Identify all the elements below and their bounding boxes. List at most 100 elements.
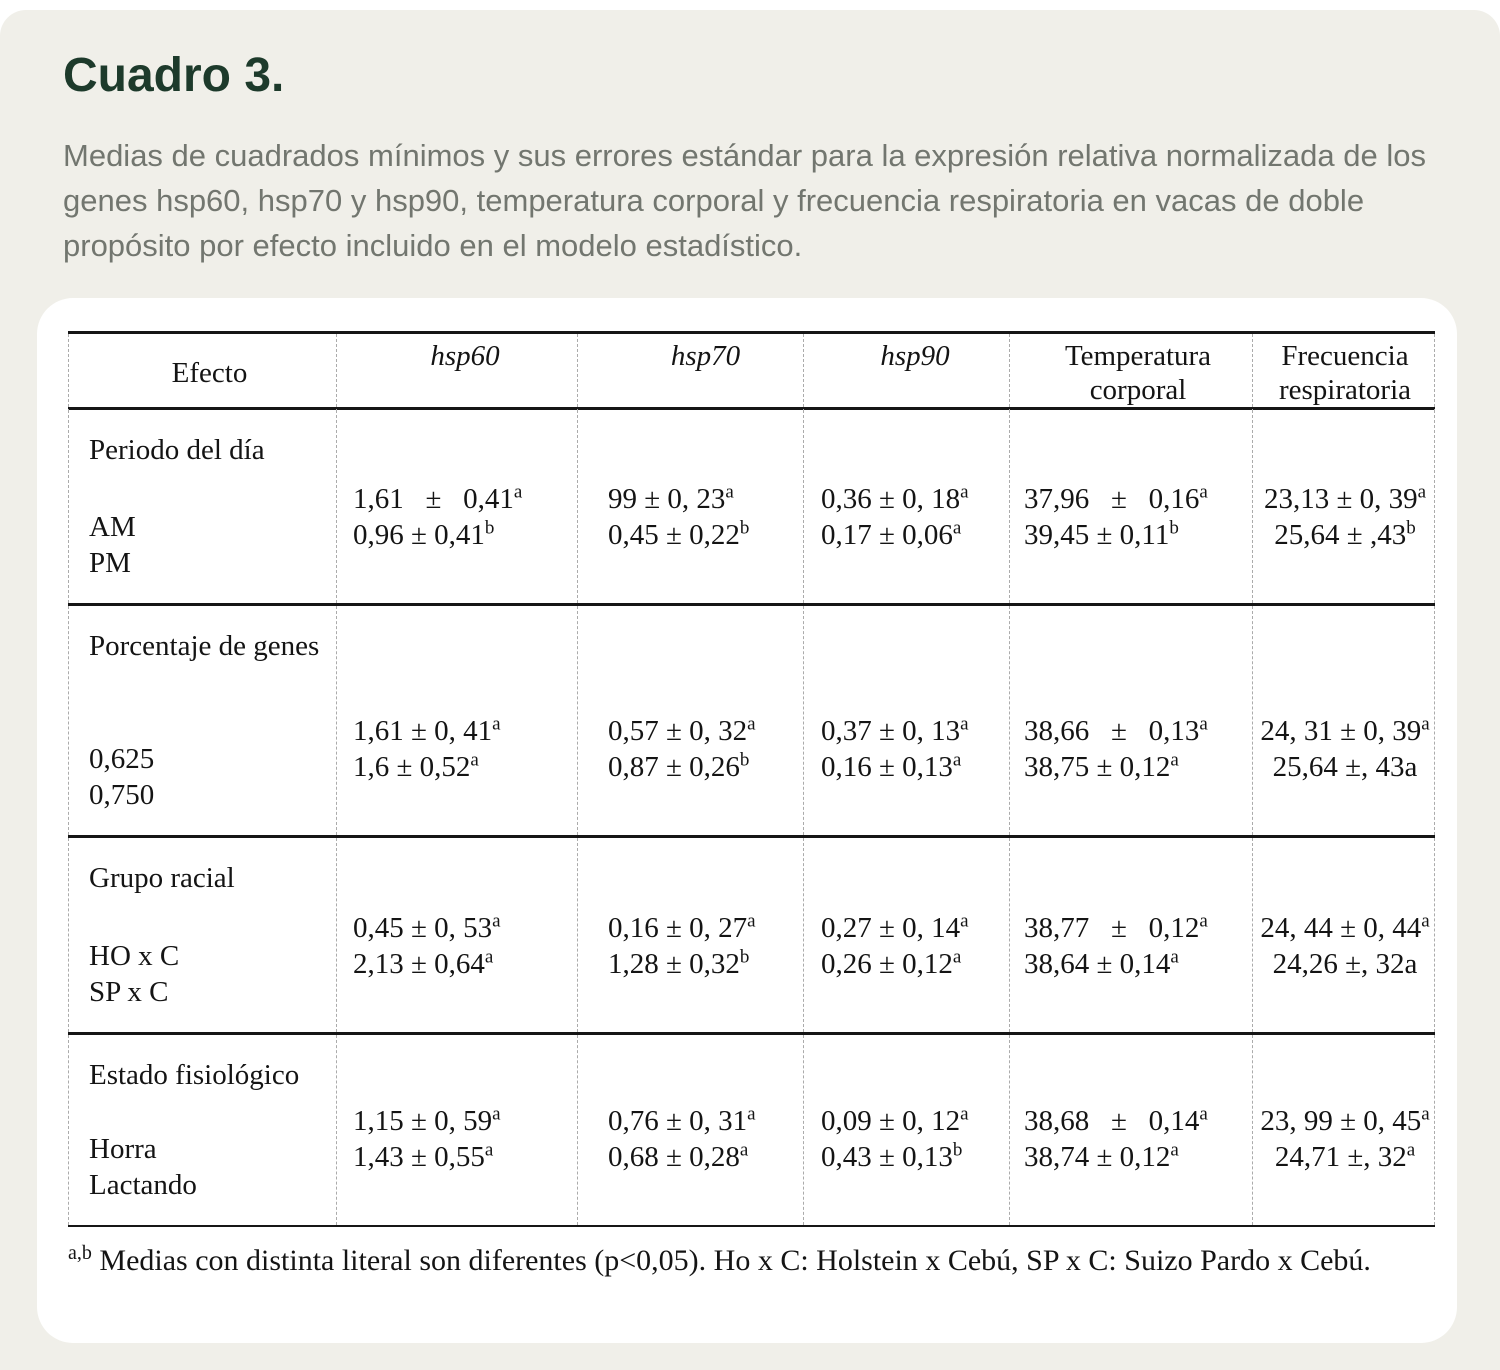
superscript: a: [1170, 1139, 1179, 1161]
superscript: a: [1406, 1139, 1416, 1161]
value-cell: 0,37 ± 0, 13a 0,16 ± 0,13a: [803, 606, 1009, 835]
effect-cell: Porcentaje de genes 0,625 0,750: [68, 606, 336, 835]
value: 1,61 ± 0, 41a: [353, 713, 501, 747]
superscript: a: [1199, 713, 1208, 735]
value: 1,28 ± 0,32b: [608, 946, 750, 980]
superscript: a: [1199, 910, 1208, 932]
superscript: b: [1406, 517, 1416, 539]
value: 1,61 ± 0,41a: [353, 481, 523, 515]
value: 0,36 ± 0, 18a: [821, 481, 969, 515]
table-section-row: Grupo racial HO x C SP x C 0,45 ± 0, 53a 2,1…: [68, 838, 1435, 1035]
effect-cell: Grupo racial HO x C SP x C: [68, 838, 336, 1032]
superscript: a: [484, 1139, 494, 1161]
superscript: a: [492, 910, 501, 932]
table-footnote: a,b Medias con distinta literal son dife…: [68, 1239, 1408, 1282]
section-title: Periodo del día: [89, 434, 265, 466]
effect-cell: Estado fisiológico Horra Lactando: [68, 1035, 336, 1225]
value: 37,96 ± 0,16a: [1024, 481, 1208, 515]
value-cell: 0,45 ± 0, 53a 2,13 ± 0,64a: [336, 838, 577, 1032]
superscript: a: [1199, 1103, 1208, 1125]
value: 38,74 ± 0,12a: [1024, 1139, 1179, 1173]
superscript: a: [747, 713, 756, 735]
value-cell: 0,76 ± 0, 31a 0,68 ± 0,28a: [577, 1035, 803, 1225]
column-header: hsp90: [803, 334, 1009, 412]
column-header: hsp70: [577, 334, 803, 412]
value: 0,76 ± 0, 31a: [608, 1103, 756, 1137]
row-label: Lactando: [89, 1169, 197, 1201]
superscript: a: [960, 910, 969, 932]
value-cell: 0,16 ± 0, 27a 1,28 ± 0,32b: [577, 838, 803, 1032]
superscript: a: [1170, 946, 1179, 968]
superscript: a: [1170, 749, 1179, 771]
value: 25,64 ± ,43b: [1274, 517, 1416, 551]
value: 0,16 ± 0,13a: [821, 749, 962, 783]
value-cell: 0,27 ± 0, 14a 0,26 ± 0,12a: [803, 838, 1009, 1032]
value: 0,16 ± 0, 27a: [608, 910, 756, 944]
section-title: Porcentaje de genes: [89, 630, 320, 662]
superscript: a: [960, 713, 969, 735]
table-wrapper: Efecto hsp60 hsp70 hsp90 Temperatura corpora…: [37, 298, 1457, 1227]
value-cell: 1,61 ± 0,41a 0,96 ± 0,41b: [336, 410, 577, 603]
row-label: HO x C: [89, 940, 180, 972]
superscript: a: [492, 713, 501, 735]
row-label: PM: [89, 547, 131, 579]
value: 38,64 ± 0,14a: [1024, 946, 1179, 980]
superscript: a: [747, 910, 756, 932]
row-label: 0,750: [89, 779, 155, 811]
row-label: SP x C: [89, 976, 169, 1008]
superscript: b: [739, 517, 750, 539]
section-title: Grupo racial: [89, 862, 235, 894]
value-cell: 38,68 ± 0,14a 38,74 ± 0,12a: [1009, 1035, 1252, 1225]
value-cell: 37,96 ± 0,16a 39,45 ± 0,11b: [1009, 410, 1252, 603]
value-cell: 24, 44 ± 0, 44a 24,26 ±, 32a: [1252, 838, 1435, 1032]
value: 38,75 ± 0,12a: [1024, 749, 1179, 783]
value-cell: 0,57 ± 0, 32a 0,87 ± 0,26b: [577, 606, 803, 835]
value: 0,26 ± 0,12a: [821, 946, 962, 980]
value-cell: 23, 99 ± 0, 45a 24,71 ±, 32a: [1252, 1035, 1435, 1225]
table-header-row: Efecto hsp60 hsp70 hsp90 Temperatura corpora…: [68, 334, 1435, 412]
value: 38,66 ± 0,13a: [1024, 713, 1208, 747]
column-header: hsp60: [336, 334, 577, 412]
value: 2,13 ± 0,64a: [353, 946, 494, 980]
superscript: a: [1199, 481, 1208, 503]
row-labels: 0,625 0,750: [89, 741, 330, 813]
column-header: Frecuencia respiratoria: [1252, 334, 1435, 412]
value: 0,57 ± 0, 32a: [608, 713, 756, 747]
row-labels: AM PM: [89, 509, 330, 581]
value: 1,43 ± 0,55a: [353, 1139, 494, 1173]
value-cell: 99 ± 0, 23a 0,45 ± 0,22b: [577, 410, 803, 603]
table-section-row: Estado fisiológico Horra Lactando 1,15 ± 0,…: [68, 1035, 1435, 1225]
superscript: a: [747, 1103, 756, 1125]
superscript: a: [1421, 1103, 1430, 1125]
value: 1,6 ± 0,52a: [353, 749, 479, 783]
table-description: Medias de cuadrados mínimos y sus errore…: [63, 138, 1426, 263]
superscript: b: [1169, 517, 1179, 539]
column-header: Efecto: [68, 334, 336, 412]
value: 99 ± 0, 23a: [608, 481, 734, 515]
value: 38,68 ± 0,14a: [1024, 1103, 1208, 1137]
superscript: a: [739, 1139, 749, 1161]
table-body: Periodo del día AM PM 1,61 ± 0,41a 0,96 ± 0,…: [68, 410, 1435, 1225]
section-title: Estado fisiológico: [89, 1059, 300, 1091]
superscript: b: [739, 946, 750, 968]
superscript: a: [952, 517, 962, 539]
value: 23,13 ± 0, 39a: [1263, 481, 1427, 515]
value: 0,96 ± 0,41b: [353, 517, 495, 551]
value: 39,45 ± 0,11b: [1024, 517, 1179, 551]
table-section-row: Periodo del día AM PM 1,61 ± 0,41a 0,96 ± 0,…: [68, 410, 1435, 606]
superscript: a: [960, 481, 969, 503]
superscript: a: [1421, 713, 1430, 735]
footnote-superscript: a,b: [68, 1242, 92, 1264]
value: 0,45 ± 0,22b: [608, 517, 750, 551]
value-cell: 38,77 ± 0,12a 38,64 ± 0,14a: [1009, 838, 1252, 1032]
effect-cell: Periodo del día AM PM: [68, 410, 336, 603]
superscript: a: [1421, 910, 1430, 932]
value: 38,77 ± 0,12a: [1024, 910, 1208, 944]
superscript: a: [513, 481, 523, 503]
data-table: Efecto hsp60 hsp70 hsp90 Temperatura corpora…: [68, 331, 1435, 1227]
superscript: a: [492, 1103, 501, 1125]
value-cell: 0,09 ± 0, 12a 0,43 ± 0,13b: [803, 1035, 1009, 1225]
value: 25,64 ±, 43a: [1272, 751, 1418, 783]
value-cell: 1,61 ± 0, 41a 1,6 ± 0,52a: [336, 606, 577, 835]
value: 1,15 ± 0, 59a: [353, 1103, 501, 1137]
